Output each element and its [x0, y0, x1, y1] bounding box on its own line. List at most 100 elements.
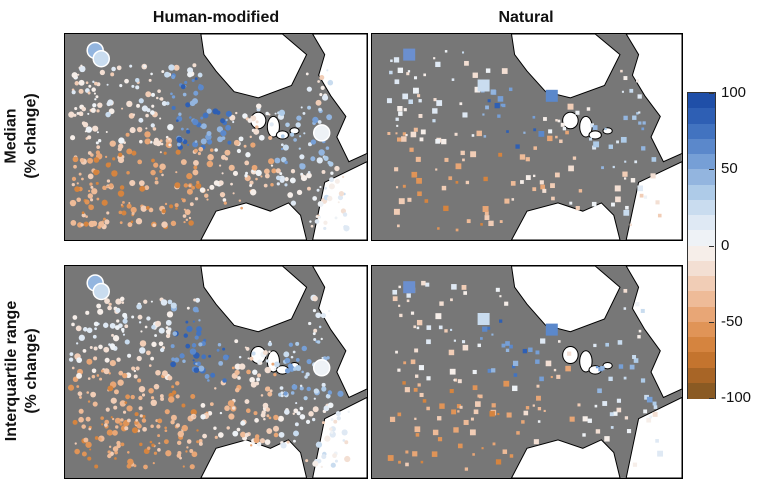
gauge-marker-circle: [232, 192, 235, 195]
gauge-marker-square: [454, 132, 458, 136]
water-body: [625, 34, 682, 163]
gauge-marker-circle: [292, 350, 296, 354]
gauge-marker-circle: [217, 136, 224, 143]
gauge-marker-circle: [323, 226, 327, 231]
gauge-marker-square: [435, 139, 440, 144]
water-body: [625, 161, 682, 240]
gauge-marker-circle: [152, 462, 155, 465]
gauge-marker-circle: [112, 446, 119, 452]
gauge-marker-circle: [146, 316, 151, 321]
gauge-marker-square: [410, 359, 416, 365]
gauge-marker-circle: [246, 369, 251, 375]
gauge-marker-circle: [199, 187, 206, 193]
gauge-marker-circle: [154, 180, 159, 185]
gauge-marker-square: [403, 108, 407, 112]
gauge-marker-square: [448, 176, 453, 181]
gauge-marker-circle: [312, 295, 318, 302]
gauge-marker-circle: [296, 411, 301, 416]
gauge-marker-circle: [214, 148, 218, 152]
gauge-marker-circle: [139, 185, 146, 192]
gauge-marker-square: [398, 460, 401, 464]
gauge-marker-square: [435, 313, 442, 320]
row-title-median: Median (% change): [0, 33, 44, 239]
gauge-marker-square: [414, 426, 421, 433]
gauge-marker-circle: [225, 118, 228, 122]
gauge-marker-square: [438, 325, 443, 330]
gauge-marker-square: [480, 223, 483, 226]
gauge-marker-circle: [172, 390, 177, 395]
colorbar-segment: [688, 245, 715, 262]
gauge-marker-circle: [262, 350, 268, 356]
gauge-marker-circle: [234, 363, 241, 370]
gauge-marker-circle: [193, 298, 197, 302]
gauge-marker-circle: [327, 309, 331, 313]
gauge-marker-circle: [283, 391, 288, 396]
gauge-marker-square: [387, 131, 391, 135]
gauge-marker-circle: [268, 350, 271, 353]
gauge-marker-circle: [319, 75, 325, 81]
gauge-marker-square: [567, 103, 574, 110]
gauge-marker-circle: [89, 182, 93, 186]
gauge-marker-circle: [209, 148, 214, 152]
colorbar-tick-label: 0: [721, 236, 730, 254]
gauge-marker-circle: [204, 374, 210, 379]
gauge-marker-circle: [120, 418, 124, 422]
gauge-marker-circle: [192, 118, 199, 126]
gauge-marker-circle: [80, 64, 83, 67]
gauge-marker-circle: [88, 427, 92, 431]
gauge-marker-square: [589, 137, 593, 141]
gauge-marker-square: [568, 165, 574, 172]
gauge-marker-circle: [131, 211, 135, 216]
gauge-marker-circle: [269, 122, 274, 127]
colorbar-segment: [688, 306, 715, 323]
gauge-marker-circle: [122, 373, 128, 379]
gauge-marker-square: [444, 157, 449, 162]
gauge-marker-square: [441, 185, 447, 191]
gauge-marker-circle: [255, 120, 259, 124]
gauge-marker-square: [402, 184, 406, 188]
gauge-marker-square: [403, 48, 416, 61]
gauge-marker-circle: [306, 86, 312, 92]
gauge-marker-circle: [122, 333, 126, 336]
gauge-marker-circle: [112, 157, 116, 161]
colorbar-segment: [688, 291, 715, 307]
gauge-marker-circle: [157, 89, 161, 94]
gauge-marker-circle: [110, 345, 115, 350]
gauge-marker-circle: [124, 78, 129, 84]
gauge-marker-circle: [228, 164, 235, 171]
gauge-marker-square: [485, 68, 491, 73]
gauge-marker-circle: [78, 111, 84, 117]
gauge-marker-circle: [176, 136, 183, 143]
gauge-marker-circle: [334, 165, 340, 172]
gauge-marker-circle: [90, 391, 97, 398]
gauge-marker-circle: [101, 423, 104, 426]
gauge-marker-circle: [179, 353, 185, 359]
gauge-marker-square: [457, 443, 463, 449]
gauge-marker-circle: [182, 465, 185, 468]
gauge-marker-circle: [175, 171, 178, 174]
gauge-marker-circle: [175, 381, 180, 386]
gauge-marker-circle: [178, 112, 182, 116]
gauge-marker-square: [545, 323, 558, 336]
gauge-marker-square: [617, 340, 623, 345]
gauge-marker-circle: [81, 213, 86, 218]
gauge-marker-square: [396, 124, 399, 127]
gauge-marker-square: [501, 68, 508, 74]
gauge-marker-circle: [165, 326, 169, 329]
gauge-marker-square: [537, 420, 541, 423]
gauge-marker-circle: [319, 185, 322, 189]
gauge-marker-square: [655, 200, 660, 205]
gauge-marker-circle: [330, 418, 334, 422]
gauge-marker-circle: [135, 78, 140, 83]
gauge-marker-circle: [186, 173, 193, 180]
gauge-marker-square: [553, 368, 557, 372]
gauge-marker-circle: [105, 407, 110, 412]
gauge-marker-circle: [260, 394, 264, 397]
gauge-marker-circle: [284, 183, 288, 187]
gauge-marker-circle: [90, 153, 94, 157]
gauge-marker-square: [455, 228, 459, 232]
row-title-iqr-line1: Interquartile range: [3, 300, 21, 442]
gauge-marker-square: [641, 146, 646, 151]
gauge-marker-circle: [321, 421, 325, 425]
gauge-marker-circle: [186, 325, 193, 333]
